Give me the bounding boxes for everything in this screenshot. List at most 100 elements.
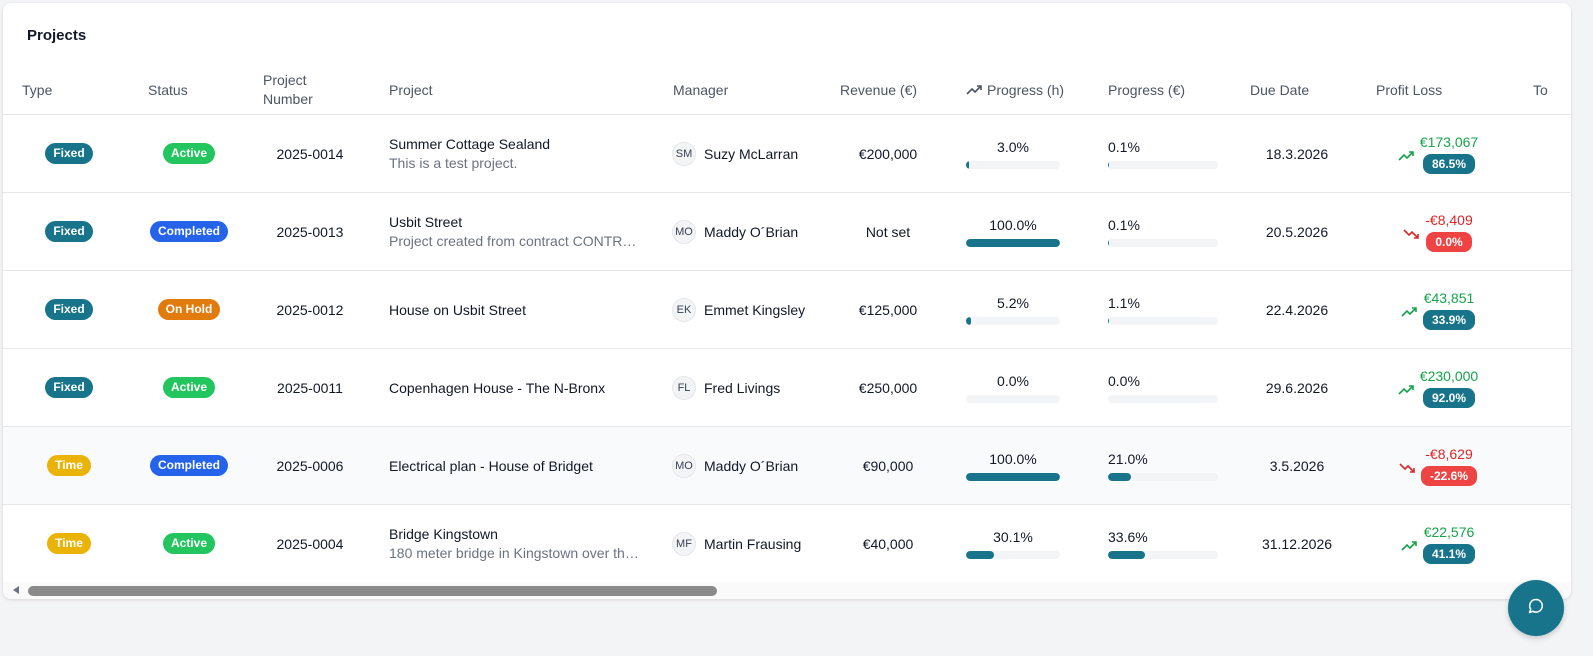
manager-name: Suzy McLarran <box>704 145 799 162</box>
progress-eur-value: 0.1% <box>1108 138 1140 155</box>
status-badge: Active <box>162 533 216 554</box>
type-badge: Fixed <box>45 299 93 320</box>
progress-eur-value: 0.0% <box>1108 372 1140 389</box>
manager-cell: MO Maddy O´Brian <box>672 193 832 270</box>
col-header-type[interactable]: Type <box>22 81 53 98</box>
status-badge: Active <box>162 377 216 398</box>
col-header-project-number[interactable]: Project Number <box>263 72 313 107</box>
status-cell: Active <box>134 505 244 582</box>
col-header-project[interactable]: Project <box>389 81 433 98</box>
status-badge: Active <box>162 143 216 164</box>
progress-eur-fill <box>1108 550 1145 559</box>
manager-name: Emmet Kingsley <box>704 301 806 318</box>
project-name[interactable]: House on Usbit Street <box>389 301 526 318</box>
progress-hours-bar <box>966 160 1060 169</box>
type-cell: Fixed <box>22 271 116 348</box>
type-cell: Fixed <box>22 193 116 270</box>
horizontal-scrollbar[interactable] <box>3 582 1571 599</box>
profit-loss-amount: -€8,409 <box>1425 211 1473 228</box>
due-date: 20.5.2026 <box>1265 223 1329 240</box>
profit-loss-amount: €230,000 <box>1419 367 1479 384</box>
progress-eur-value: 33.6% <box>1108 528 1148 545</box>
type-cell: Fixed <box>22 115 116 192</box>
project-description: Project created from contract CONTRACT-2… <box>389 233 644 249</box>
trending-up-icon <box>966 81 982 100</box>
project-description: 180 meter bridge in Kingstown over the r… <box>389 545 644 561</box>
progress-hours-cell: 30.1% <box>966 505 1060 582</box>
avatar: SM <box>672 141 696 166</box>
project-name[interactable]: Electrical plan - House of Bridget <box>389 457 593 474</box>
table-row[interactable]: Time Active 2025-0004 Bridge Kingstown 180 m… <box>3 505 1571 583</box>
project-cell[interactable]: House on Usbit Street <box>389 271 649 348</box>
project-number: 2025-0012 <box>276 301 344 318</box>
col-header-progress-h-label: Progress (h) <box>987 81 1065 98</box>
col-header-manager[interactable]: Manager <box>673 81 729 98</box>
table-row[interactable]: Fixed Active 2025-0011 Copenhagen House - T… <box>3 349 1571 427</box>
progress-eur-cell: 21.0% <box>1108 427 1218 504</box>
progress-eur-value: 21.0% <box>1108 450 1148 467</box>
status-cell: Active <box>134 115 244 192</box>
progress-eur-bar <box>1108 316 1218 325</box>
status-cell: On Hold <box>134 271 244 348</box>
table-row[interactable]: Fixed Active 2025-0014 Summer Cottage Seala… <box>3 115 1571 193</box>
manager-name: Martin Frausing <box>704 535 802 552</box>
col-header-truncated[interactable]: To <box>1533 81 1548 98</box>
progress-hours-bar <box>966 316 1060 325</box>
col-header-progress-eur[interactable]: Progress (€) <box>1108 81 1186 98</box>
project-cell[interactable]: Usbit Street Project created from contrac… <box>389 193 649 270</box>
profit-loss-cell: €43,851 33.9% <box>1378 271 1498 348</box>
col-header-revenue[interactable]: Revenue (€) <box>840 81 918 98</box>
progress-hours-fill <box>966 472 1060 481</box>
status-cell: Active <box>134 349 244 426</box>
type-cell: Fixed <box>22 349 116 426</box>
type-badge: Fixed <box>45 221 93 242</box>
project-name[interactable]: Copenhagen House - The N-Bronx <box>389 379 606 396</box>
manager-cell: EK Emmet Kingsley <box>672 271 832 348</box>
progress-eur-fill <box>1108 316 1110 325</box>
chat-bubble-icon <box>1527 597 1545 620</box>
project-name[interactable]: Usbit Street <box>389 214 463 230</box>
manager-name: Fred Livings <box>704 379 781 396</box>
due-date: 18.3.2026 <box>1265 145 1329 162</box>
col-header-profit-loss[interactable]: Profit Loss <box>1376 81 1443 98</box>
project-cell[interactable]: Copenhagen House - The N-Bronx <box>389 349 649 426</box>
project-number: 2025-0004 <box>276 535 344 552</box>
revenue: €90,000 <box>862 457 914 474</box>
project-cell[interactable]: Bridge Kingstown 180 meter bridge in King… <box>389 505 649 582</box>
table-row[interactable]: Fixed On Hold 2025-0012 House on Usbit Stre… <box>3 271 1571 349</box>
scroll-left-arrow-icon[interactable] <box>13 586 19 594</box>
progress-eur-bar <box>1108 238 1218 247</box>
scroll-thumb[interactable] <box>28 586 717 596</box>
project-number: 2025-0006 <box>276 457 344 474</box>
project-name[interactable]: Summer Cottage Sealand <box>389 136 551 152</box>
col-header-progress-h[interactable]: Progress (h) <box>966 65 1096 115</box>
project-cell[interactable]: Summer Cottage Sealand This is a test pro… <box>389 115 649 192</box>
chat-button[interactable] <box>1508 580 1564 636</box>
project-number: 2025-0013 <box>276 223 344 240</box>
table-row[interactable]: Fixed Completed 2025-0013 Usbit Street Proje… <box>3 193 1571 271</box>
col-header-status[interactable]: Status <box>148 81 188 98</box>
progress-hours-value: 30.1% <box>993 528 1033 545</box>
profit-loss-percent-badge: 86.5% <box>1422 153 1476 174</box>
type-badge: Time <box>47 455 91 476</box>
progress-hours-fill <box>966 238 1060 247</box>
progress-hours-bar <box>966 550 1060 559</box>
progress-hours-fill <box>966 550 995 559</box>
progress-hours-value: 0.0% <box>997 372 1029 389</box>
project-number: 2025-0011 <box>277 379 343 396</box>
status-badge: Completed <box>149 221 228 242</box>
col-header-due-date[interactable]: Due Date <box>1250 81 1310 98</box>
profit-loss-cell: -€8,629 -22.6% <box>1378 427 1498 504</box>
project-cell[interactable]: Electrical plan - House of Bridget <box>389 427 649 504</box>
due-date: 22.4.2026 <box>1265 301 1329 318</box>
project-name[interactable]: Bridge Kingstown <box>389 526 498 542</box>
progress-hours-bar <box>966 394 1060 403</box>
avatar: EK <box>672 297 696 322</box>
progress-hours-fill <box>966 316 971 325</box>
revenue: €125,000 <box>858 301 918 318</box>
progress-eur-cell: 33.6% <box>1108 505 1218 582</box>
table-row[interactable]: Time Completed 2025-0006 Electrical plan - … <box>3 427 1571 505</box>
profit-loss-cell: €230,000 92.0% <box>1378 349 1498 426</box>
profit-loss-percent-badge: 33.9% <box>1422 309 1476 330</box>
avatar: MO <box>672 453 696 478</box>
